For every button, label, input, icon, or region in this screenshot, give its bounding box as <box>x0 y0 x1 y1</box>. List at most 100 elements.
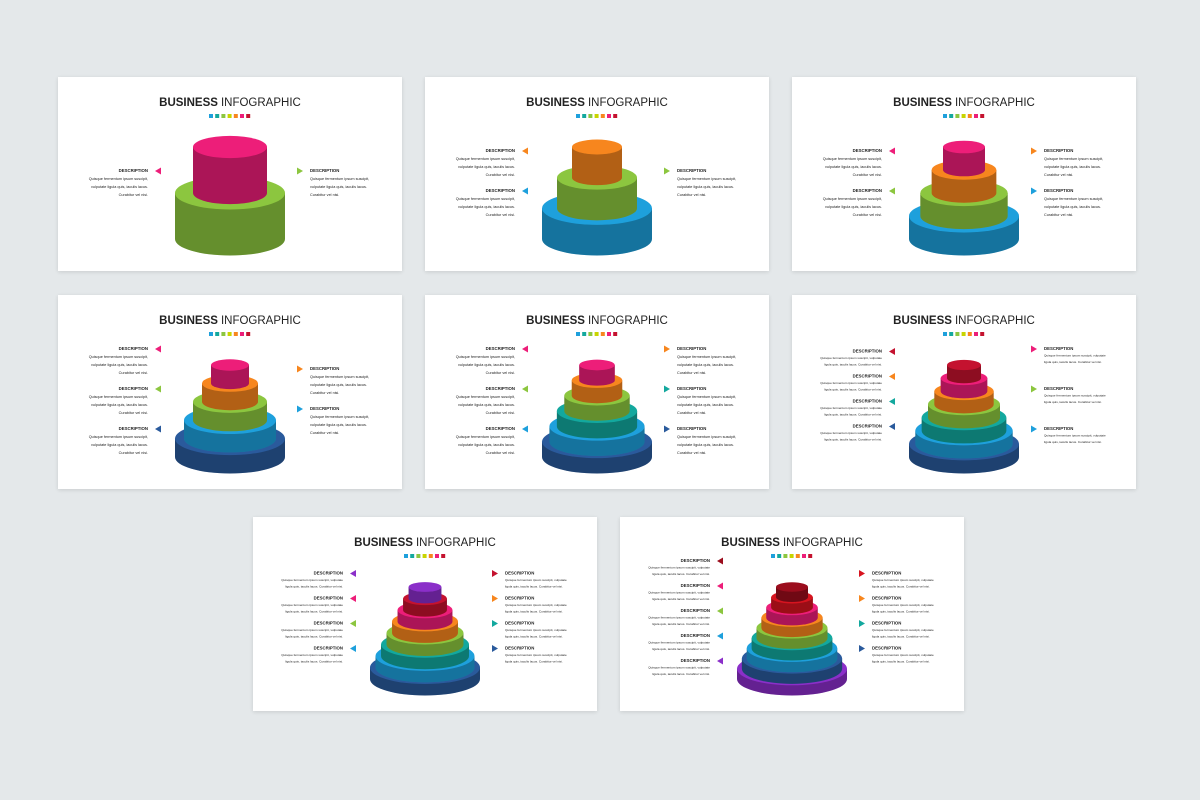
layer-top <box>193 135 267 159</box>
slide-canvas: BUSINESS INFOGRAPHIC DESCRIPTION Quisque fe… <box>456 97 736 256</box>
item-text: vulputate ligula quis, iaculis lacus. <box>1044 165 1101 169</box>
item-text: Quisque fermentum ipsum suscipit, <box>456 395 515 399</box>
item-text: ligula quis, iaculis lacus. Curabitur ve… <box>505 634 563 638</box>
item-marker <box>297 167 303 175</box>
item-text: Quisque fermentum ipsum suscipit, vulput… <box>820 381 882 385</box>
layer-top <box>211 359 249 371</box>
item-text: Curabitur vel nisi. <box>310 193 339 197</box>
item-heading: DESCRIPTION <box>505 571 534 576</box>
title-bold: BUSINESS <box>526 97 585 109</box>
item-marker <box>889 348 895 355</box>
item-marker <box>492 645 498 652</box>
title-rest: INFOGRAPHIC <box>588 315 668 327</box>
color-square <box>783 554 788 558</box>
color-square <box>943 332 947 336</box>
title-rest: INFOGRAPHIC <box>955 97 1035 109</box>
slide: BUSINESS INFOGRAPHIC DESCRIPTION Quisque fe… <box>253 517 597 711</box>
item-heading: DESCRIPTION <box>314 646 343 651</box>
item-text: vulputate ligula quis, iaculis lacus. <box>91 443 148 447</box>
item-text: vulputate ligula quis, iaculis lacus. <box>677 363 734 367</box>
item-heading: DESCRIPTION <box>853 148 882 153</box>
item-text: Quisque fermentum ipsum suscipit, <box>310 415 369 419</box>
item-heading: DESCRIPTION <box>872 596 901 601</box>
item-text: Quisque fermentum ipsum suscipit, <box>823 157 882 161</box>
color-square <box>600 332 605 336</box>
item-heading: DESCRIPTION <box>119 346 148 351</box>
slide-title: BUSINESS INFOGRAPHIC <box>893 315 1035 327</box>
item-marker <box>522 147 528 155</box>
layer-side <box>947 365 981 384</box>
item-text: Quisque fermentum ipsum suscipit, vulput… <box>648 615 710 619</box>
slide: BUSINESS INFOGRAPHIC DESCRIPTION Quisque fe… <box>425 77 769 271</box>
item-text: Curabitur vel nisi. <box>1044 213 1073 217</box>
item-heading: DESCRIPTION <box>505 646 534 651</box>
slide-title: BUSINESS INFOGRAPHIC <box>526 97 668 109</box>
item-marker <box>859 620 865 627</box>
item-marker <box>859 595 865 602</box>
item-text: vulputate ligula quis, iaculis lacus. <box>825 165 882 169</box>
item-text: Quisque fermentum ipsum suscipit, vulput… <box>1044 393 1106 397</box>
color-square <box>416 554 421 558</box>
item-text: Quisque fermentum ipsum suscipit, <box>1044 197 1103 201</box>
item-heading: DESCRIPTION <box>681 558 710 563</box>
item-text: ligula quis, iaculis lacus. Curabitur ve… <box>652 672 710 676</box>
item-heading: DESCRIPTION <box>119 426 148 431</box>
item-text: ligula quis, iaculis lacus. Curabitur ve… <box>872 584 930 588</box>
color-square <box>582 332 587 336</box>
layer-side <box>579 365 615 386</box>
layer-shade <box>943 147 985 177</box>
item-text: vulputate ligula quis, iaculis lacus. <box>458 205 515 209</box>
item-heading: DESCRIPTION <box>853 424 882 429</box>
layer-side <box>943 147 985 177</box>
item-text: Quisque fermentum ipsum suscipit, vulput… <box>281 628 343 632</box>
item-marker <box>664 425 670 433</box>
item-heading: DESCRIPTION <box>872 571 901 576</box>
item-text: Quisque fermentum ipsum suscipit, <box>456 435 515 439</box>
item-heading: DESCRIPTION <box>314 621 343 626</box>
item-marker <box>522 385 528 393</box>
title-rest: INFOGRAPHIC <box>955 315 1035 327</box>
item-text: Quisque fermentum ipsum suscipit, vulput… <box>1044 433 1106 437</box>
item-heading: DESCRIPTION <box>119 386 148 391</box>
item-text: Quisque fermentum ipsum suscipit, vulput… <box>872 628 934 632</box>
layer-shade <box>557 177 637 221</box>
color-square <box>949 332 954 336</box>
item-text: Curabitur vel nisi. <box>486 411 515 415</box>
title-rest: INFOGRAPHIC <box>221 315 301 327</box>
item-text: Quisque fermentum ipsum suscipit, <box>677 355 736 359</box>
title-rest: INFOGRAPHIC <box>783 537 863 549</box>
color-square <box>967 114 972 118</box>
color-square <box>215 114 220 118</box>
item-heading: DESCRIPTION <box>314 571 343 576</box>
item-heading: DESCRIPTION <box>853 399 882 404</box>
item-text: Quisque fermentum ipsum suscipit, vulput… <box>505 578 567 582</box>
slide: BUSINESS INFOGRAPHIC DESCRIPTION Quisque fe… <box>58 77 402 271</box>
color-square <box>594 332 599 336</box>
item-text: vulputate ligula quis, iaculis lacus. <box>310 185 367 189</box>
item-text: ligula quis, iaculis lacus. Curabitur ve… <box>872 659 930 663</box>
slide-title: BUSINESS INFOGRAPHIC <box>893 97 1035 109</box>
item-text: Quisque fermentum ipsum suscipit, <box>310 177 369 181</box>
layer-top <box>947 359 981 371</box>
item-text: ligula quis, iaculis lacus. Curabitur ve… <box>505 584 563 588</box>
slide-canvas: BUSINESS INFOGRAPHIC DESCRIPTION Quisque fe… <box>648 537 934 696</box>
item-heading: DESCRIPTION <box>853 188 882 193</box>
item-marker <box>155 345 161 353</box>
item-text: ligula quis, iaculis lacus. Curabitur ve… <box>1044 440 1102 444</box>
layer-side <box>557 177 637 221</box>
slide-title: BUSINESS INFOGRAPHIC <box>159 97 301 109</box>
layer-shade <box>579 365 615 386</box>
item-heading: DESCRIPTION <box>677 346 706 351</box>
item-heading: DESCRIPTION <box>486 426 515 431</box>
title-bold: BUSINESS <box>159 97 218 109</box>
color-square <box>600 114 605 118</box>
item-heading: DESCRIPTION <box>677 426 706 431</box>
item-heading: DESCRIPTION <box>486 386 515 391</box>
item-text: Quisque fermentum ipsum suscipit, vulput… <box>281 603 343 607</box>
item-heading: DESCRIPTION <box>677 386 706 391</box>
item-heading: DESCRIPTION <box>872 621 901 626</box>
color-square <box>613 332 618 336</box>
title-bold: BUSINESS <box>159 315 218 327</box>
slide-canvas: BUSINESS INFOGRAPHIC DESCRIPTION Quisque fe… <box>89 97 369 256</box>
